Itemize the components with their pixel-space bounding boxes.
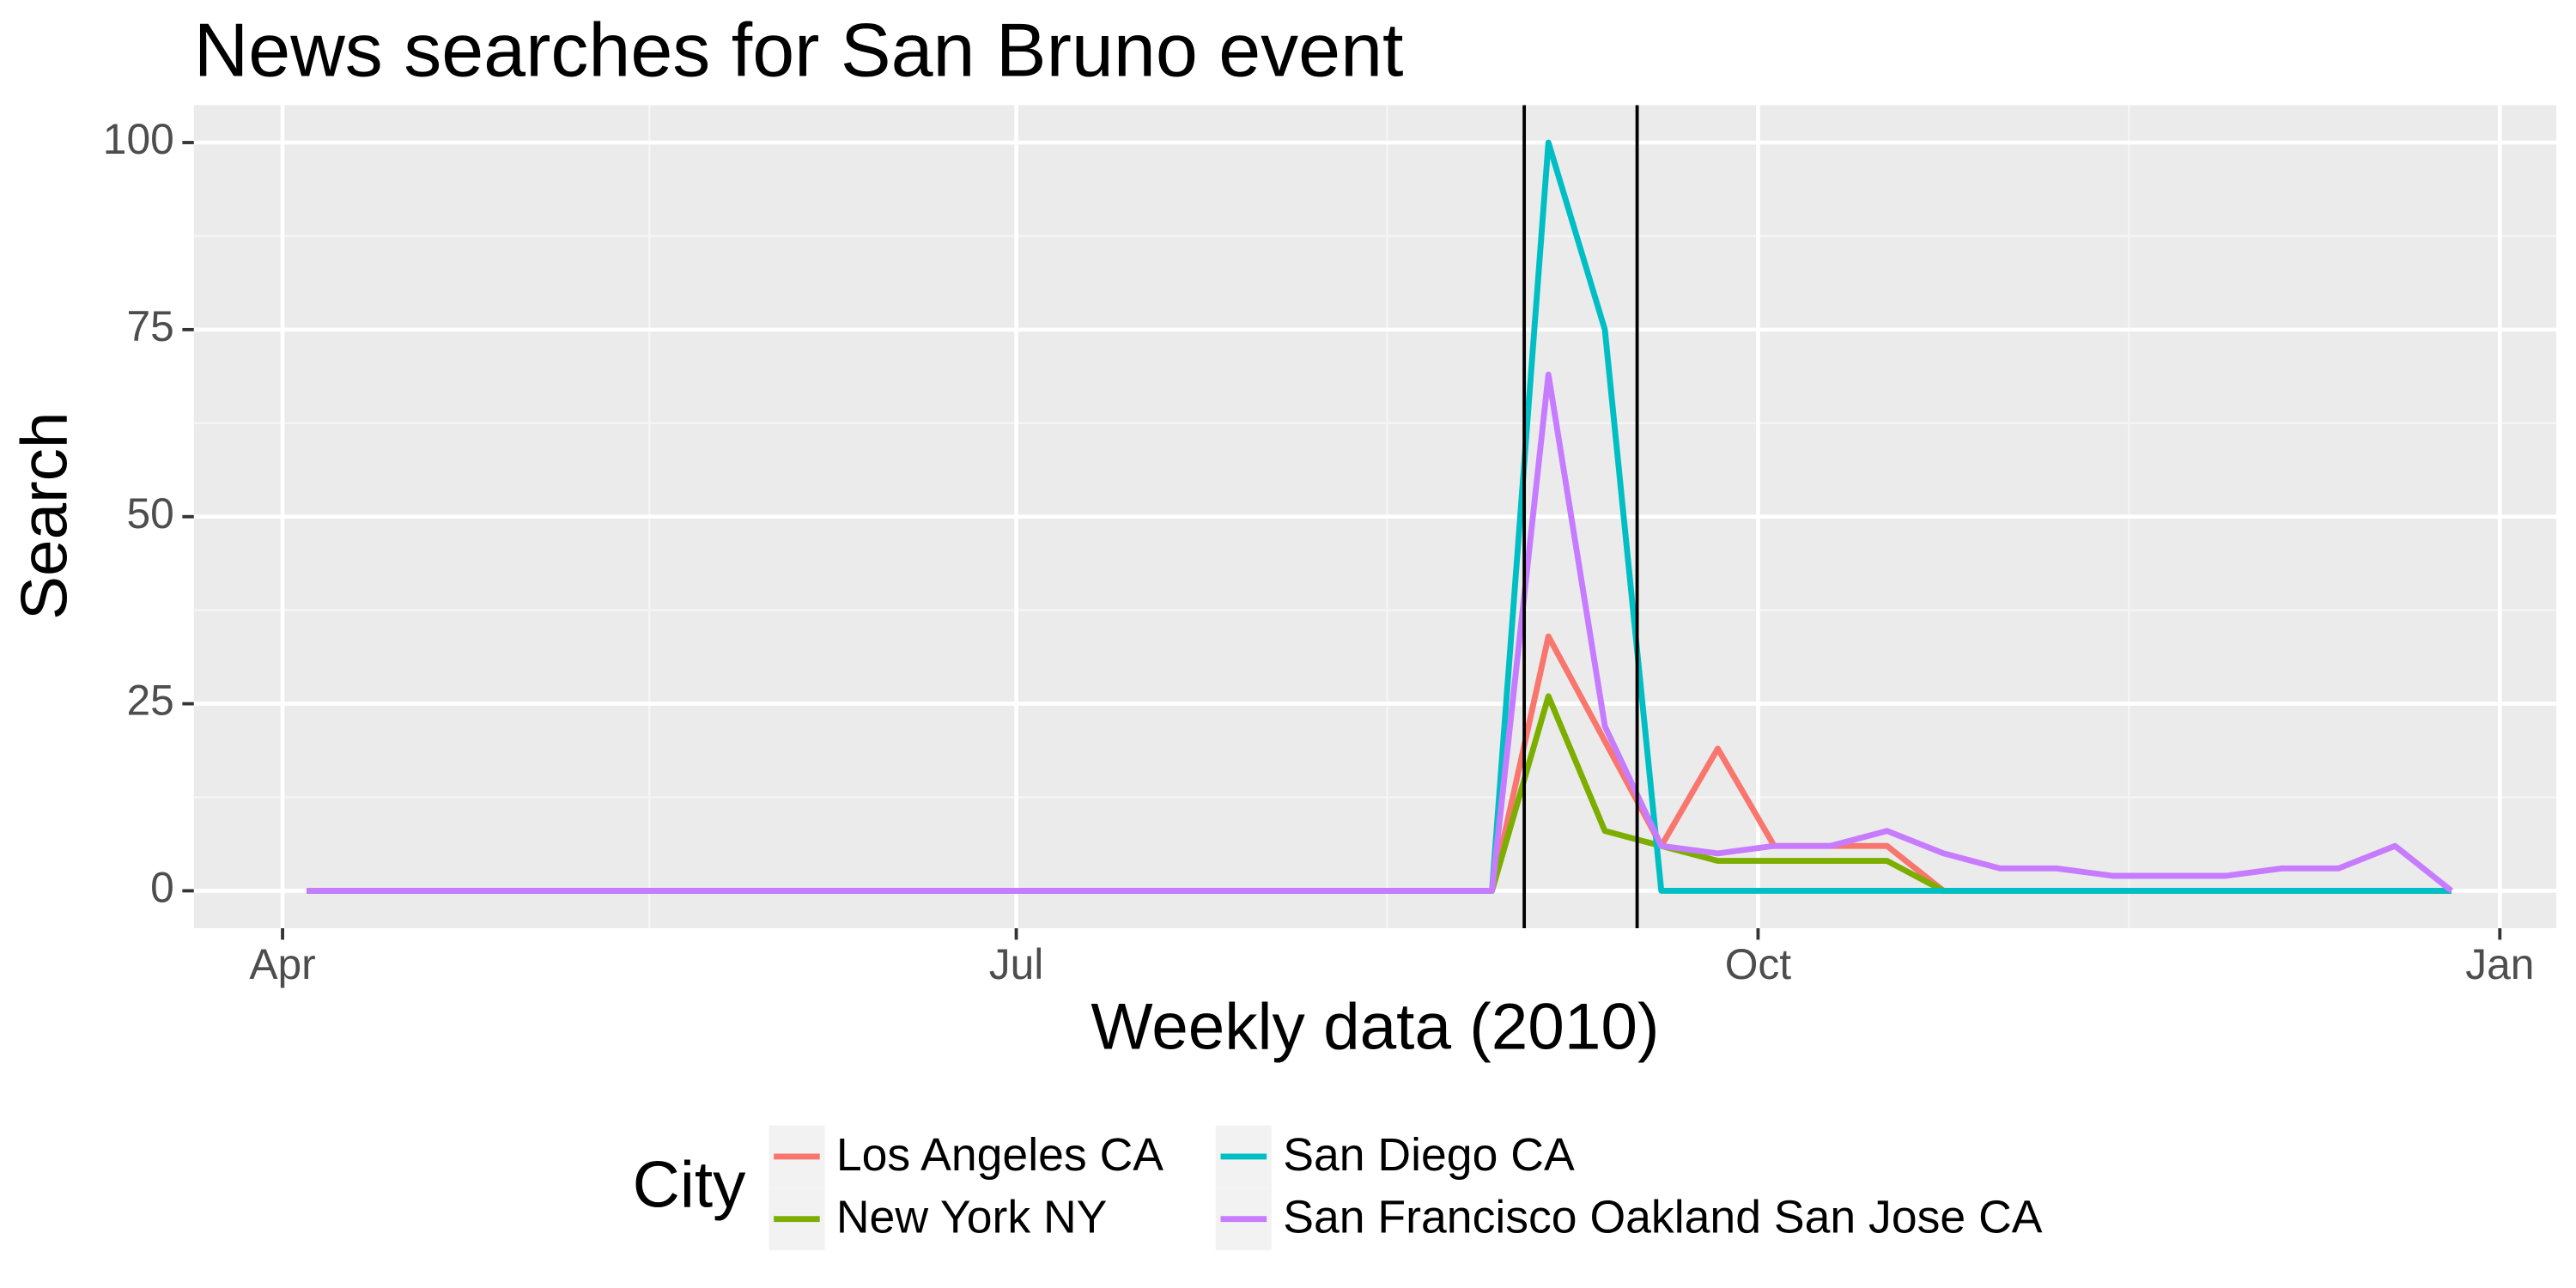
legend-label: New York NY <box>836 1193 1108 1243</box>
y-tick-label: 25 <box>126 677 173 725</box>
y-tick-label: 100 <box>103 115 174 163</box>
y-tick-label: 0 <box>150 864 174 912</box>
y-tick-label: 50 <box>126 489 173 538</box>
x-tick-label: Jan <box>2465 940 2534 988</box>
x-tick-label: Oct <box>1725 940 1792 988</box>
legend-label: San Diego CA <box>1283 1130 1575 1181</box>
y-tick-label: 75 <box>126 302 173 350</box>
x-tick-label: Jul <box>989 940 1044 988</box>
legend-item: Los Angeles CA <box>769 1125 1163 1188</box>
y-axis-title: Search <box>9 412 82 620</box>
x-axis-title: Weekly data (2010) <box>1091 991 1659 1064</box>
x-tick-label: Apr <box>249 940 315 988</box>
legend-label: Los Angeles CA <box>836 1130 1163 1181</box>
series-line <box>307 371 2454 894</box>
legend-item: San Francisco Oakland San Jose CA <box>1215 1188 2043 1250</box>
legend-title: City <box>633 1148 747 1221</box>
chart-title: News searches for San Bruno event <box>194 7 1404 92</box>
legend-item: New York NY <box>769 1188 1107 1250</box>
legend-label: San Francisco Oakland San Jose CA <box>1283 1193 2042 1243</box>
legend-item: San Diego CA <box>1215 1125 1575 1188</box>
